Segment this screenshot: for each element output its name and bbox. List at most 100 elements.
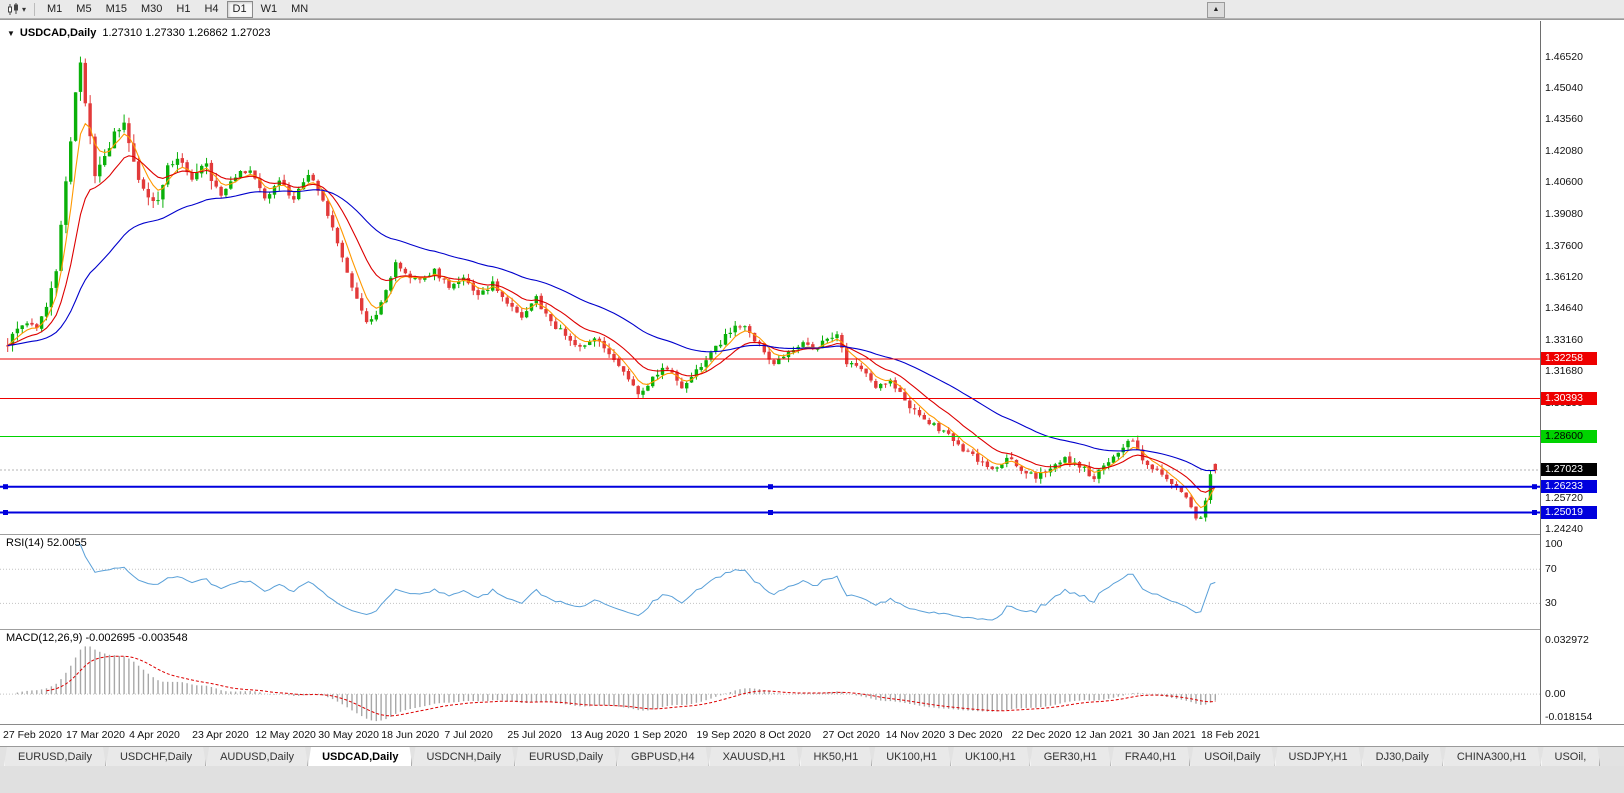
- chart-tab-usdjpy-h1[interactable]: USDJPY,H1: [1275, 747, 1362, 766]
- hline-handle[interactable]: [1532, 510, 1537, 515]
- chart-tab-uk100-h1[interactable]: UK100,H1: [872, 747, 951, 766]
- panel-separator-macd[interactable]: [0, 629, 1624, 630]
- timeframe-button-m30[interactable]: M30: [140, 2, 163, 15]
- chart-tab-china300-h1[interactable]: CHINA300,H1: [1443, 747, 1541, 766]
- date-axis-label: 22 Dec 2020: [1011, 729, 1072, 741]
- chart-tab-bar: EURUSD,Daily USDCHF,Daily AUDUSD,Daily USDC…: [0, 746, 1624, 766]
- panel-separator-rsi[interactable]: [0, 534, 1624, 535]
- collapse-triangle-icon[interactable]: ▼: [7, 29, 15, 38]
- chart-tab-eurusd-daily[interactable]: EURUSD,Daily: [515, 747, 617, 766]
- hline-handle[interactable]: [1532, 484, 1537, 490]
- scale-label: 1.40600: [1545, 176, 1583, 189]
- chart-canvas[interactable]: [0, 21, 1540, 724]
- timeframe-button-w1[interactable]: W1: [260, 2, 278, 15]
- rsi-indicator-label: RSI(14) 52.0055: [6, 537, 87, 549]
- price-line-label: 1.28600: [1541, 430, 1597, 444]
- date-axis-label: 4 Apr 2020: [129, 729, 180, 741]
- price-line-label: 1.30393: [1541, 392, 1597, 406]
- chart-tab-dj30-daily[interactable]: DJ30,Daily: [1362, 747, 1443, 766]
- toolbar: ▾ M1 M5 M15 M30 H1 H4 D1 W1 MN ▲: [0, 0, 1624, 19]
- scale-label: 1.43560: [1545, 113, 1583, 126]
- date-axis-label: 18 Feb 2021: [1200, 729, 1260, 741]
- scale-label: 0.032972: [1545, 633, 1589, 646]
- chart-tab-gbpusd-h4[interactable]: GBPUSD,H4: [617, 747, 709, 766]
- chart-title: ▼ USDCAD,Daily 1.27310 1.27330 1.26862 1.2…: [7, 27, 271, 39]
- scale-label: 1.33160: [1545, 333, 1583, 346]
- scale-label: 1.42080: [1545, 144, 1583, 157]
- chart-tab-usdcnh-daily[interactable]: USDCNH,Daily: [412, 747, 515, 766]
- ma-40-line: [7, 189, 1216, 472]
- date-axis-label: 27 Oct 2020: [822, 729, 880, 741]
- rsi-panel: [0, 544, 1540, 621]
- chart-tab-hk50-h1[interactable]: HK50,H1: [800, 747, 873, 766]
- date-axis-label: 19 Sep 2020: [696, 729, 757, 741]
- chart-window: ▼ USDCAD,Daily 1.27310 1.27330 1.26862 1.2…: [0, 19, 1624, 747]
- scale-label: 70: [1545, 563, 1557, 576]
- date-axis-label: 18 Jun 2020: [381, 729, 440, 741]
- scale-label: 1.36120: [1545, 271, 1583, 284]
- date-axis[interactable]: 27 Feb 2020 17 Mar 2020 4 Apr 2020 23 Apr 2…: [0, 724, 1624, 746]
- price-line-label: 1.25019: [1541, 505, 1597, 519]
- ma-13-line: [7, 155, 1216, 493]
- toolbar-separator: [34, 2, 36, 16]
- timeframe-button-mn[interactable]: MN: [291, 2, 309, 15]
- price-line-label: 1.27023: [1541, 463, 1597, 477]
- chart-tab-uk100-h1[interactable]: UK100,H1: [951, 747, 1030, 766]
- price-line-label: 1.32258: [1541, 352, 1597, 366]
- scroll-up-button[interactable]: ▲: [1207, 2, 1225, 18]
- scale-label: 1.45040: [1545, 81, 1583, 94]
- hline-handle[interactable]: [3, 510, 8, 515]
- hline-handle[interactable]: [3, 484, 8, 490]
- scale-label: 1.25720: [1545, 491, 1583, 504]
- date-axis-label: 12 May 2020: [255, 729, 316, 741]
- timeframe-button-group: M1 M5 M15 M30 H1 H4 D1 W1 MN: [40, 0, 315, 18]
- date-axis-label: 30 May 2020: [318, 729, 379, 741]
- price-scale[interactable]: 1.46520 1.45040 1.43560 1.42080 1.40600 1.390…: [1540, 21, 1624, 724]
- chart-tab-usoil-daily[interactable]: USOil,Daily: [1190, 747, 1274, 766]
- macd-indicator-label: MACD(12,26,9) -0.002695 -0.003548: [6, 632, 188, 644]
- chart-type-dropdown-caret[interactable]: ▾: [22, 4, 27, 14]
- date-axis-label: 14 Nov 2020: [885, 729, 946, 741]
- date-axis-label: 13 Aug 2020: [570, 729, 630, 741]
- scale-label: 1.46520: [1545, 50, 1583, 63]
- timeframe-button-d1[interactable]: D1: [226, 0, 253, 18]
- chart-symbol-label: USDCAD,Daily: [19, 27, 97, 39]
- price-line-label: 1.26233: [1541, 480, 1597, 494]
- chart-tab-usoil-[interactable]: USOil,: [1541, 747, 1601, 766]
- ma-5-line: [7, 122, 1216, 509]
- date-axis-label: 1 Sep 2020: [633, 729, 688, 741]
- candlestick-chart-icon[interactable]: [4, 2, 22, 16]
- scale-label: 100: [1545, 537, 1563, 550]
- macd-panel: [0, 646, 1540, 722]
- main-price-panel: [0, 56, 1540, 522]
- scale-label: 1.34640: [1545, 302, 1583, 315]
- timeframe-button-h4[interactable]: H4: [204, 2, 219, 15]
- scale-label: 0.00: [1545, 688, 1566, 701]
- scale-label: 1.37600: [1545, 239, 1583, 252]
- timeframe-button-m15[interactable]: M15: [105, 2, 127, 15]
- scale-label: -0.018154: [1545, 711, 1593, 723]
- date-axis-label: 7 Jul 2020: [444, 729, 493, 741]
- hline-handle[interactable]: [768, 510, 773, 515]
- candlestick-series: [6, 56, 1217, 522]
- chart-tab-ger30-h1[interactable]: GER30,H1: [1030, 747, 1111, 766]
- chart-ohlc-values: 1.27310 1.27330 1.26862 1.27023: [102, 27, 271, 39]
- timeframe-button-h1[interactable]: H1: [176, 2, 191, 15]
- chart-tab-eurusd-daily[interactable]: EURUSD,Daily: [4, 747, 106, 766]
- timeframe-button-m1[interactable]: M1: [47, 2, 63, 15]
- chart-tab-fra40-h1[interactable]: FRA40,H1: [1111, 747, 1190, 766]
- date-axis-label: 12 Jan 2021: [1074, 729, 1133, 741]
- scale-label: 1.31680: [1545, 365, 1583, 378]
- timeframe-button-m5[interactable]: M5: [76, 2, 92, 15]
- macd-histogram: [16, 646, 1217, 722]
- scale-label: 30: [1545, 597, 1557, 610]
- chart-tab-usdchf-daily[interactable]: USDCHF,Daily: [106, 747, 206, 766]
- scale-label: 1.24240: [1545, 522, 1583, 535]
- rsi-line: [75, 544, 1216, 621]
- chart-tab-xauusd-h1[interactable]: XAUUSD,H1: [709, 747, 800, 766]
- date-axis-label: 23 Apr 2020: [192, 729, 249, 741]
- hline-handle[interactable]: [768, 484, 773, 490]
- macd-signal-line: [46, 655, 1216, 717]
- chart-tab-audusd-daily[interactable]: AUDUSD,Daily: [206, 747, 308, 766]
- chart-tab-usdcad-daily[interactable]: USDCAD,Daily: [308, 747, 412, 766]
